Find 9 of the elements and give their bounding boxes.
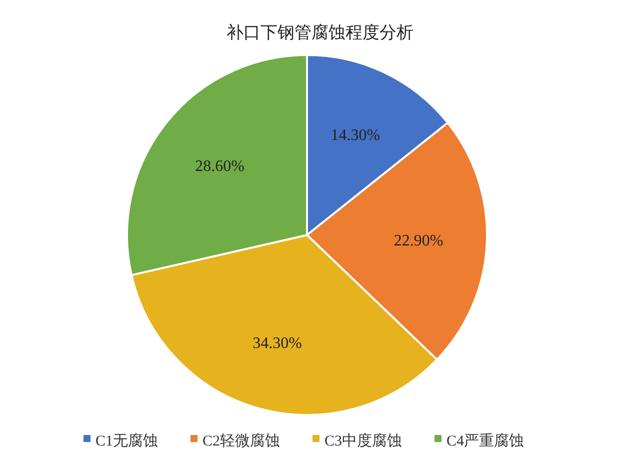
data-label: 14.30% — [330, 127, 380, 144]
data-label: 22.90% — [394, 232, 444, 250]
chart-title: 补口下钢管腐蚀程度分析 — [226, 23, 414, 42]
legend-label: C3中度腐蚀 — [324, 432, 402, 450]
legend-label: C1无腐蚀 — [96, 432, 158, 450]
data-label: 28.60% — [195, 158, 244, 176]
data-label: 34.30% — [252, 335, 302, 352]
legend-label: C4严重腐蚀 — [446, 432, 524, 450]
legend-label: C2轻微腐蚀 — [202, 432, 280, 450]
